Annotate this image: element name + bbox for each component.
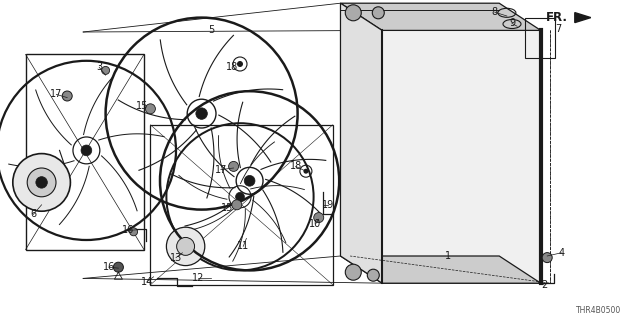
Text: 2: 2	[541, 280, 547, 290]
Text: 16: 16	[122, 225, 134, 236]
Circle shape	[13, 154, 70, 211]
Circle shape	[346, 264, 361, 280]
Text: 18: 18	[225, 62, 238, 72]
Circle shape	[102, 66, 109, 74]
Text: 3: 3	[96, 62, 102, 72]
Text: FR.: FR.	[546, 11, 568, 24]
Text: 8: 8	[492, 7, 498, 17]
Polygon shape	[340, 3, 541, 30]
Circle shape	[346, 5, 361, 21]
Text: 15: 15	[221, 203, 234, 213]
Text: 19: 19	[322, 200, 335, 210]
Bar	[525, 18, 555, 58]
Circle shape	[244, 175, 255, 186]
Text: 16: 16	[102, 262, 115, 272]
Text: 1: 1	[445, 251, 451, 261]
Text: 10: 10	[309, 219, 322, 229]
Text: 17: 17	[214, 164, 227, 175]
Text: 9: 9	[509, 18, 515, 28]
Circle shape	[542, 252, 552, 263]
Circle shape	[237, 61, 243, 67]
Circle shape	[113, 262, 124, 272]
Circle shape	[367, 269, 380, 281]
Circle shape	[303, 169, 308, 174]
Circle shape	[81, 145, 92, 156]
Bar	[150, 125, 333, 285]
Bar	[382, 30, 541, 283]
Text: 14: 14	[141, 276, 154, 287]
Text: 15: 15	[136, 100, 148, 111]
Text: 12: 12	[192, 273, 205, 284]
Text: 5: 5	[208, 25, 214, 36]
Circle shape	[62, 91, 72, 101]
Polygon shape	[340, 3, 382, 283]
Circle shape	[166, 227, 205, 266]
Text: 17: 17	[50, 89, 63, 100]
Circle shape	[314, 212, 324, 223]
Circle shape	[145, 104, 156, 114]
Circle shape	[232, 200, 242, 210]
Circle shape	[129, 228, 138, 236]
Polygon shape	[575, 12, 591, 23]
Circle shape	[196, 108, 207, 119]
Text: 4: 4	[558, 248, 564, 258]
Circle shape	[36, 177, 47, 188]
Text: 13: 13	[170, 252, 182, 263]
Circle shape	[177, 237, 195, 255]
Text: 11: 11	[237, 241, 250, 252]
Text: 7: 7	[555, 24, 561, 34]
Circle shape	[372, 7, 384, 19]
Bar	[26, 54, 144, 250]
Text: THR4B0500: THR4B0500	[575, 306, 621, 315]
Circle shape	[28, 168, 56, 197]
Polygon shape	[340, 256, 541, 283]
Text: 6: 6	[30, 209, 36, 220]
Circle shape	[228, 161, 239, 172]
Circle shape	[236, 192, 244, 201]
Text: 18: 18	[290, 161, 303, 172]
